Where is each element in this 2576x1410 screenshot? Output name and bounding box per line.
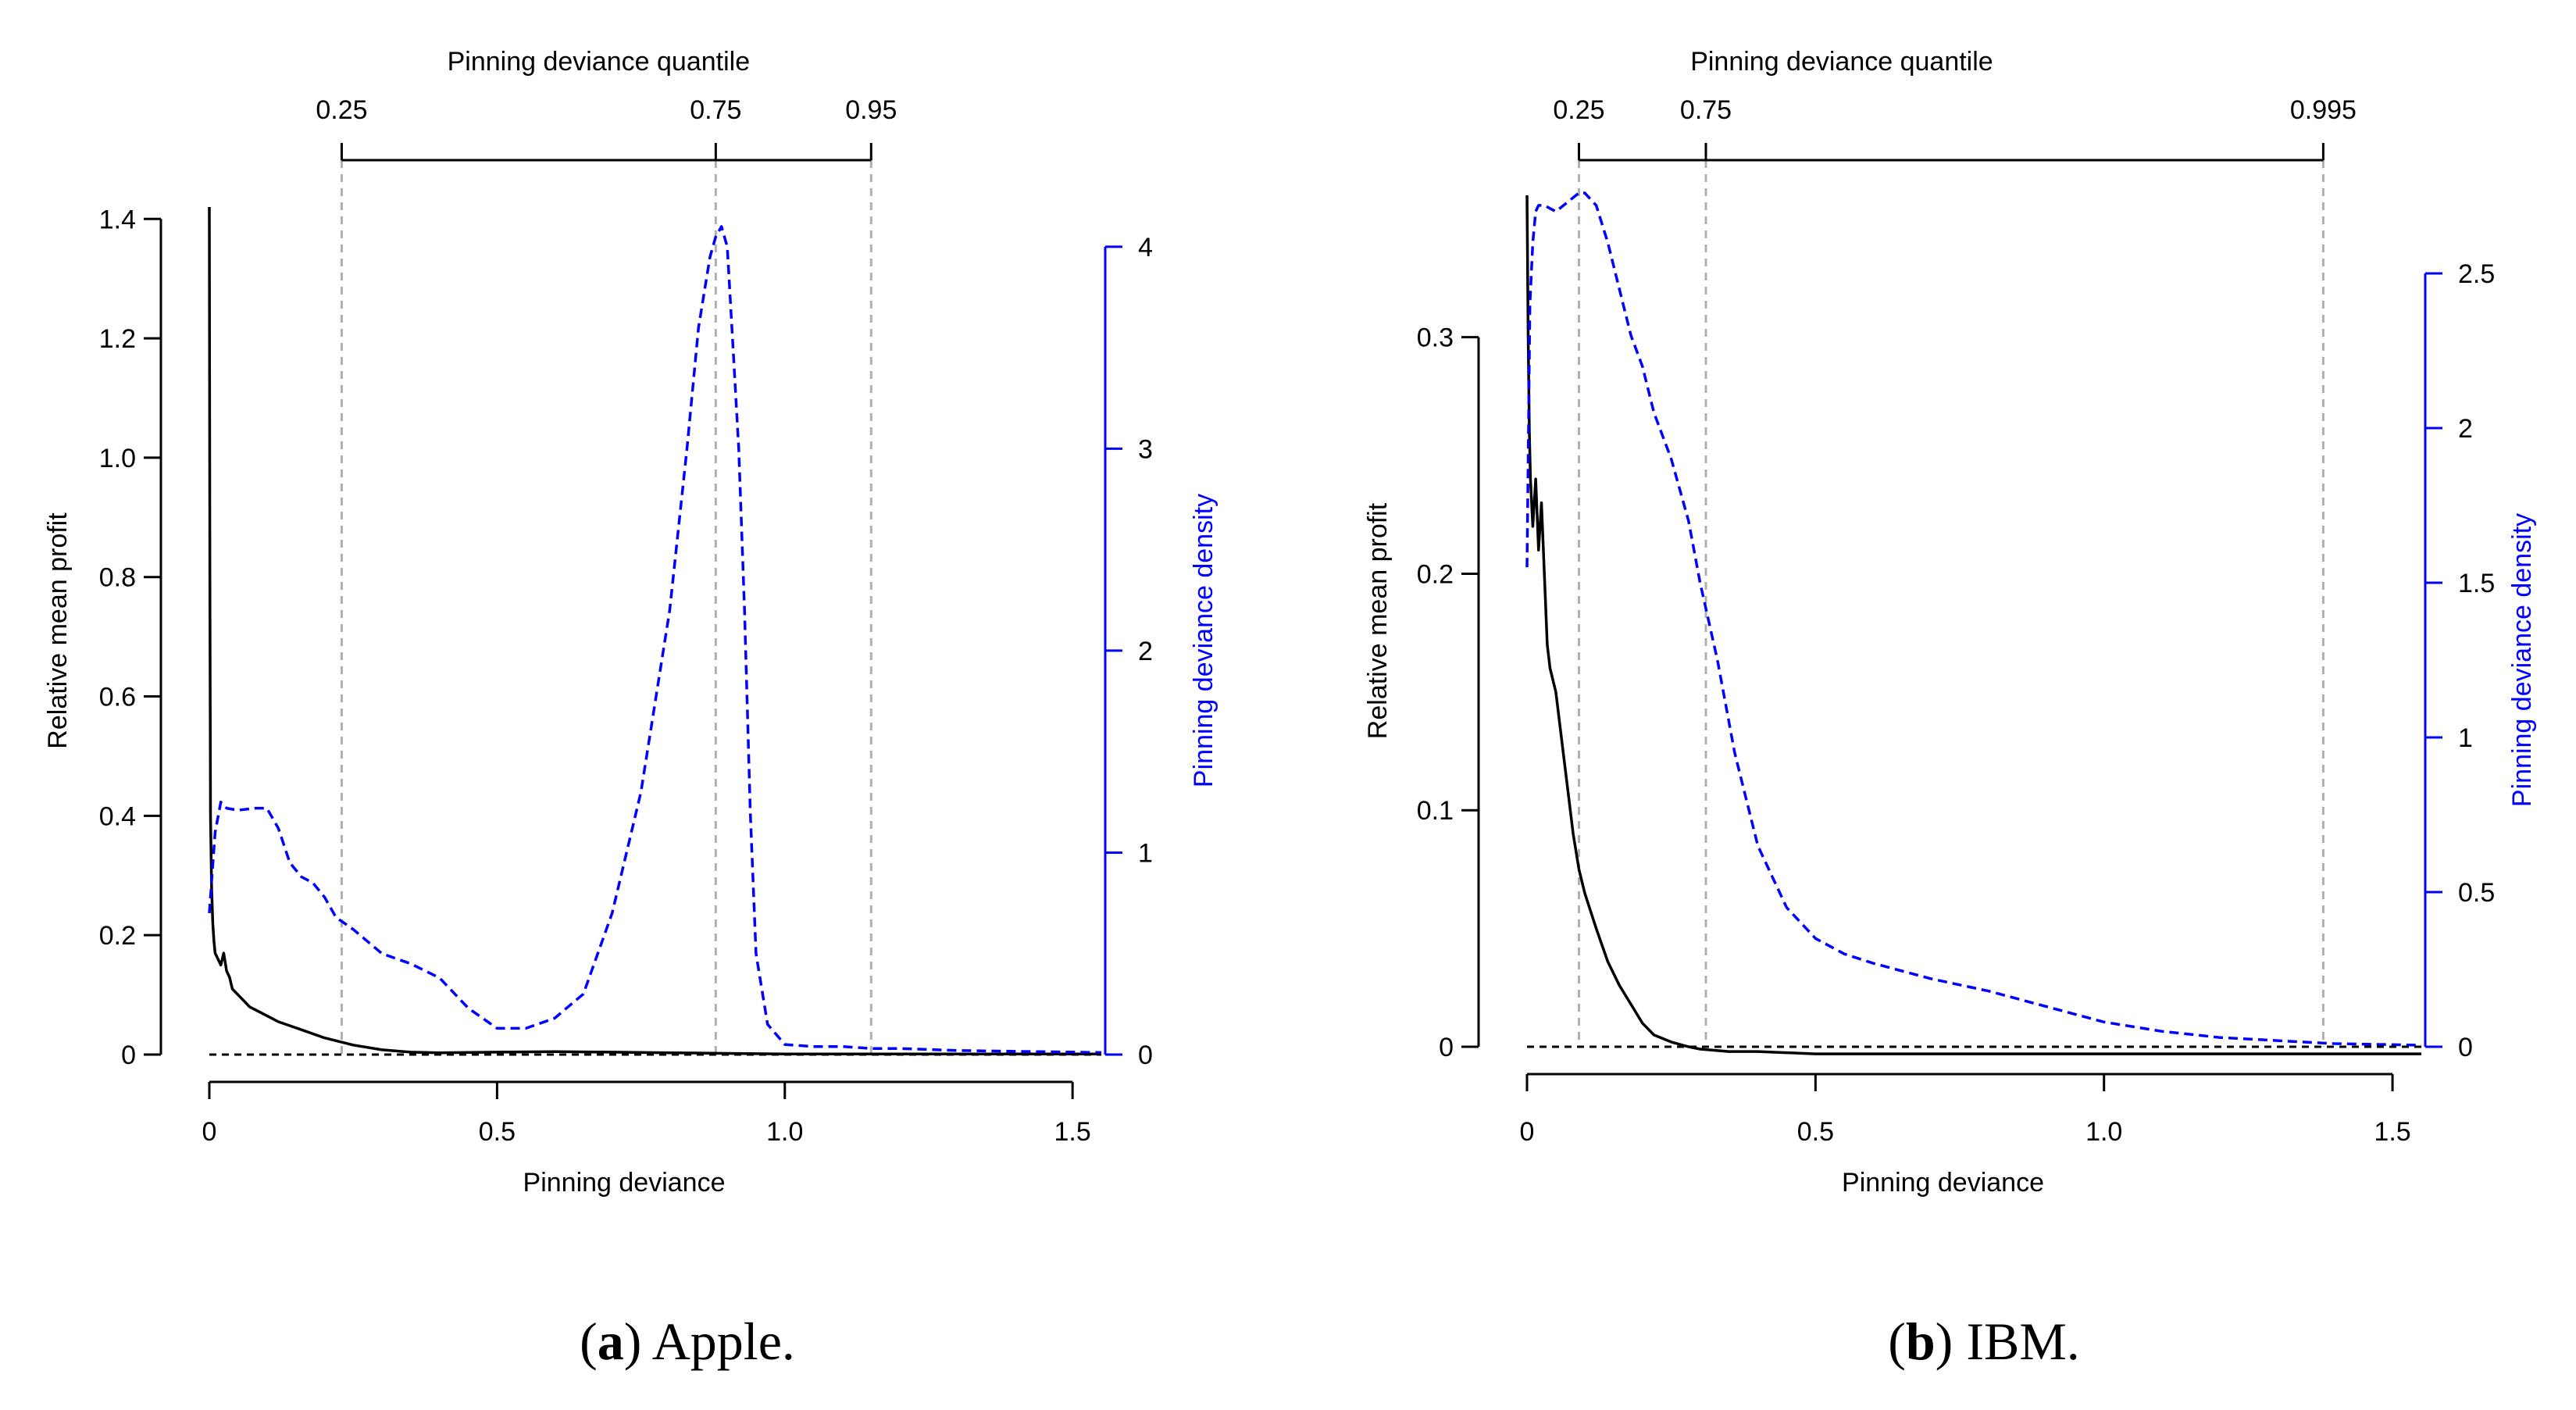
top-axis-title: Pinning deviance quantile xyxy=(1690,47,1993,77)
series-relative-mean-profit xyxy=(1525,195,2421,1055)
y-tick-left-label: 0.2 xyxy=(99,921,136,951)
top-quantile-tick-label: 0.25 xyxy=(1553,95,1604,125)
x-tick-label: 0 xyxy=(202,1117,217,1147)
y-tick-left-label: 0.3 xyxy=(1417,323,1454,353)
y-tick-right-label: 2 xyxy=(2458,414,2473,444)
x-tick-label: 0.5 xyxy=(1797,1117,1834,1147)
y-tick-right-label: 2 xyxy=(1138,637,1153,666)
y-tick-left-label: 0.1 xyxy=(1417,796,1454,826)
x-tick-label: 1.0 xyxy=(2085,1117,2122,1147)
top-quantile-tick-label: 0.995 xyxy=(2290,95,2357,125)
y-tick-right-label: 0.5 xyxy=(2458,878,2495,908)
y-tick-right-label: 2.5 xyxy=(2458,259,2495,289)
panel-caption: (a) Apple. xyxy=(580,1312,795,1371)
y-tick-left-label: 0.4 xyxy=(99,801,136,831)
y-tick-right-label: 1 xyxy=(2458,723,2473,753)
y-tick-left-label: 1.4 xyxy=(99,205,136,234)
top-quantile-tick-label: 0.75 xyxy=(1680,95,1732,125)
y-tick-left-label: 0.2 xyxy=(1417,559,1454,589)
y-axis-right-label: Pinning deviance density xyxy=(2507,513,2537,807)
chart-panel-a: 0.25 0.75 0.95 Pinning deviance quantile 0 0.… xyxy=(43,47,1218,1371)
top-quantile-tick-label: 0.75 xyxy=(690,95,741,125)
x-tick-label: 0.5 xyxy=(479,1117,516,1147)
chart-panel-b: 0.25 0.75 0.995 Pinning deviance quantile 0 0… xyxy=(1363,47,2537,1371)
y-tick-right-label: 1 xyxy=(1138,838,1153,868)
y-tick-left-label: 0 xyxy=(121,1041,136,1070)
top-quantile-tick-label: 0.95 xyxy=(845,95,897,125)
y-axis-right-label: Pinning deviance density xyxy=(1189,494,1218,787)
series-pinning-deviance-density xyxy=(1525,191,2422,1047)
y-tick-left-label: 0 xyxy=(1439,1033,1454,1062)
y-tick-left-label: 1.2 xyxy=(99,324,136,354)
x-tick-label: 1.0 xyxy=(766,1117,803,1147)
y-axis-left-label: Relative mean profit xyxy=(43,512,73,749)
y-tick-left-label: 0.6 xyxy=(99,683,136,712)
y-tick-left-label: 1.0 xyxy=(99,444,136,473)
y-tick-left-label: 0.8 xyxy=(99,563,136,593)
x-axis-label: Pinning deviance xyxy=(1842,1168,2044,1198)
series-pinning-deviance-density xyxy=(208,225,1102,1055)
y-tick-right-label: 3 xyxy=(1138,434,1153,464)
panel-caption: (b) IBM. xyxy=(1888,1312,2080,1371)
y-tick-right-label: 4 xyxy=(1138,233,1153,262)
top-quantile-tick-label: 0.25 xyxy=(316,95,367,125)
x-axis-label: Pinning deviance xyxy=(523,1168,726,1198)
top-axis-title: Pinning deviance quantile xyxy=(448,47,751,77)
series-relative-mean-profit xyxy=(208,206,1101,1055)
y-tick-right-label: 0 xyxy=(1138,1041,1153,1070)
y-tick-right-label: 1.5 xyxy=(2458,569,2495,598)
y-tick-right-label: 0 xyxy=(2458,1033,2473,1062)
x-tick-label: 1.5 xyxy=(2374,1117,2410,1147)
y-axis-left-label: Relative mean profit xyxy=(1363,502,1393,739)
x-tick-label: 0 xyxy=(1520,1117,1535,1147)
x-tick-label: 1.5 xyxy=(1054,1117,1091,1147)
